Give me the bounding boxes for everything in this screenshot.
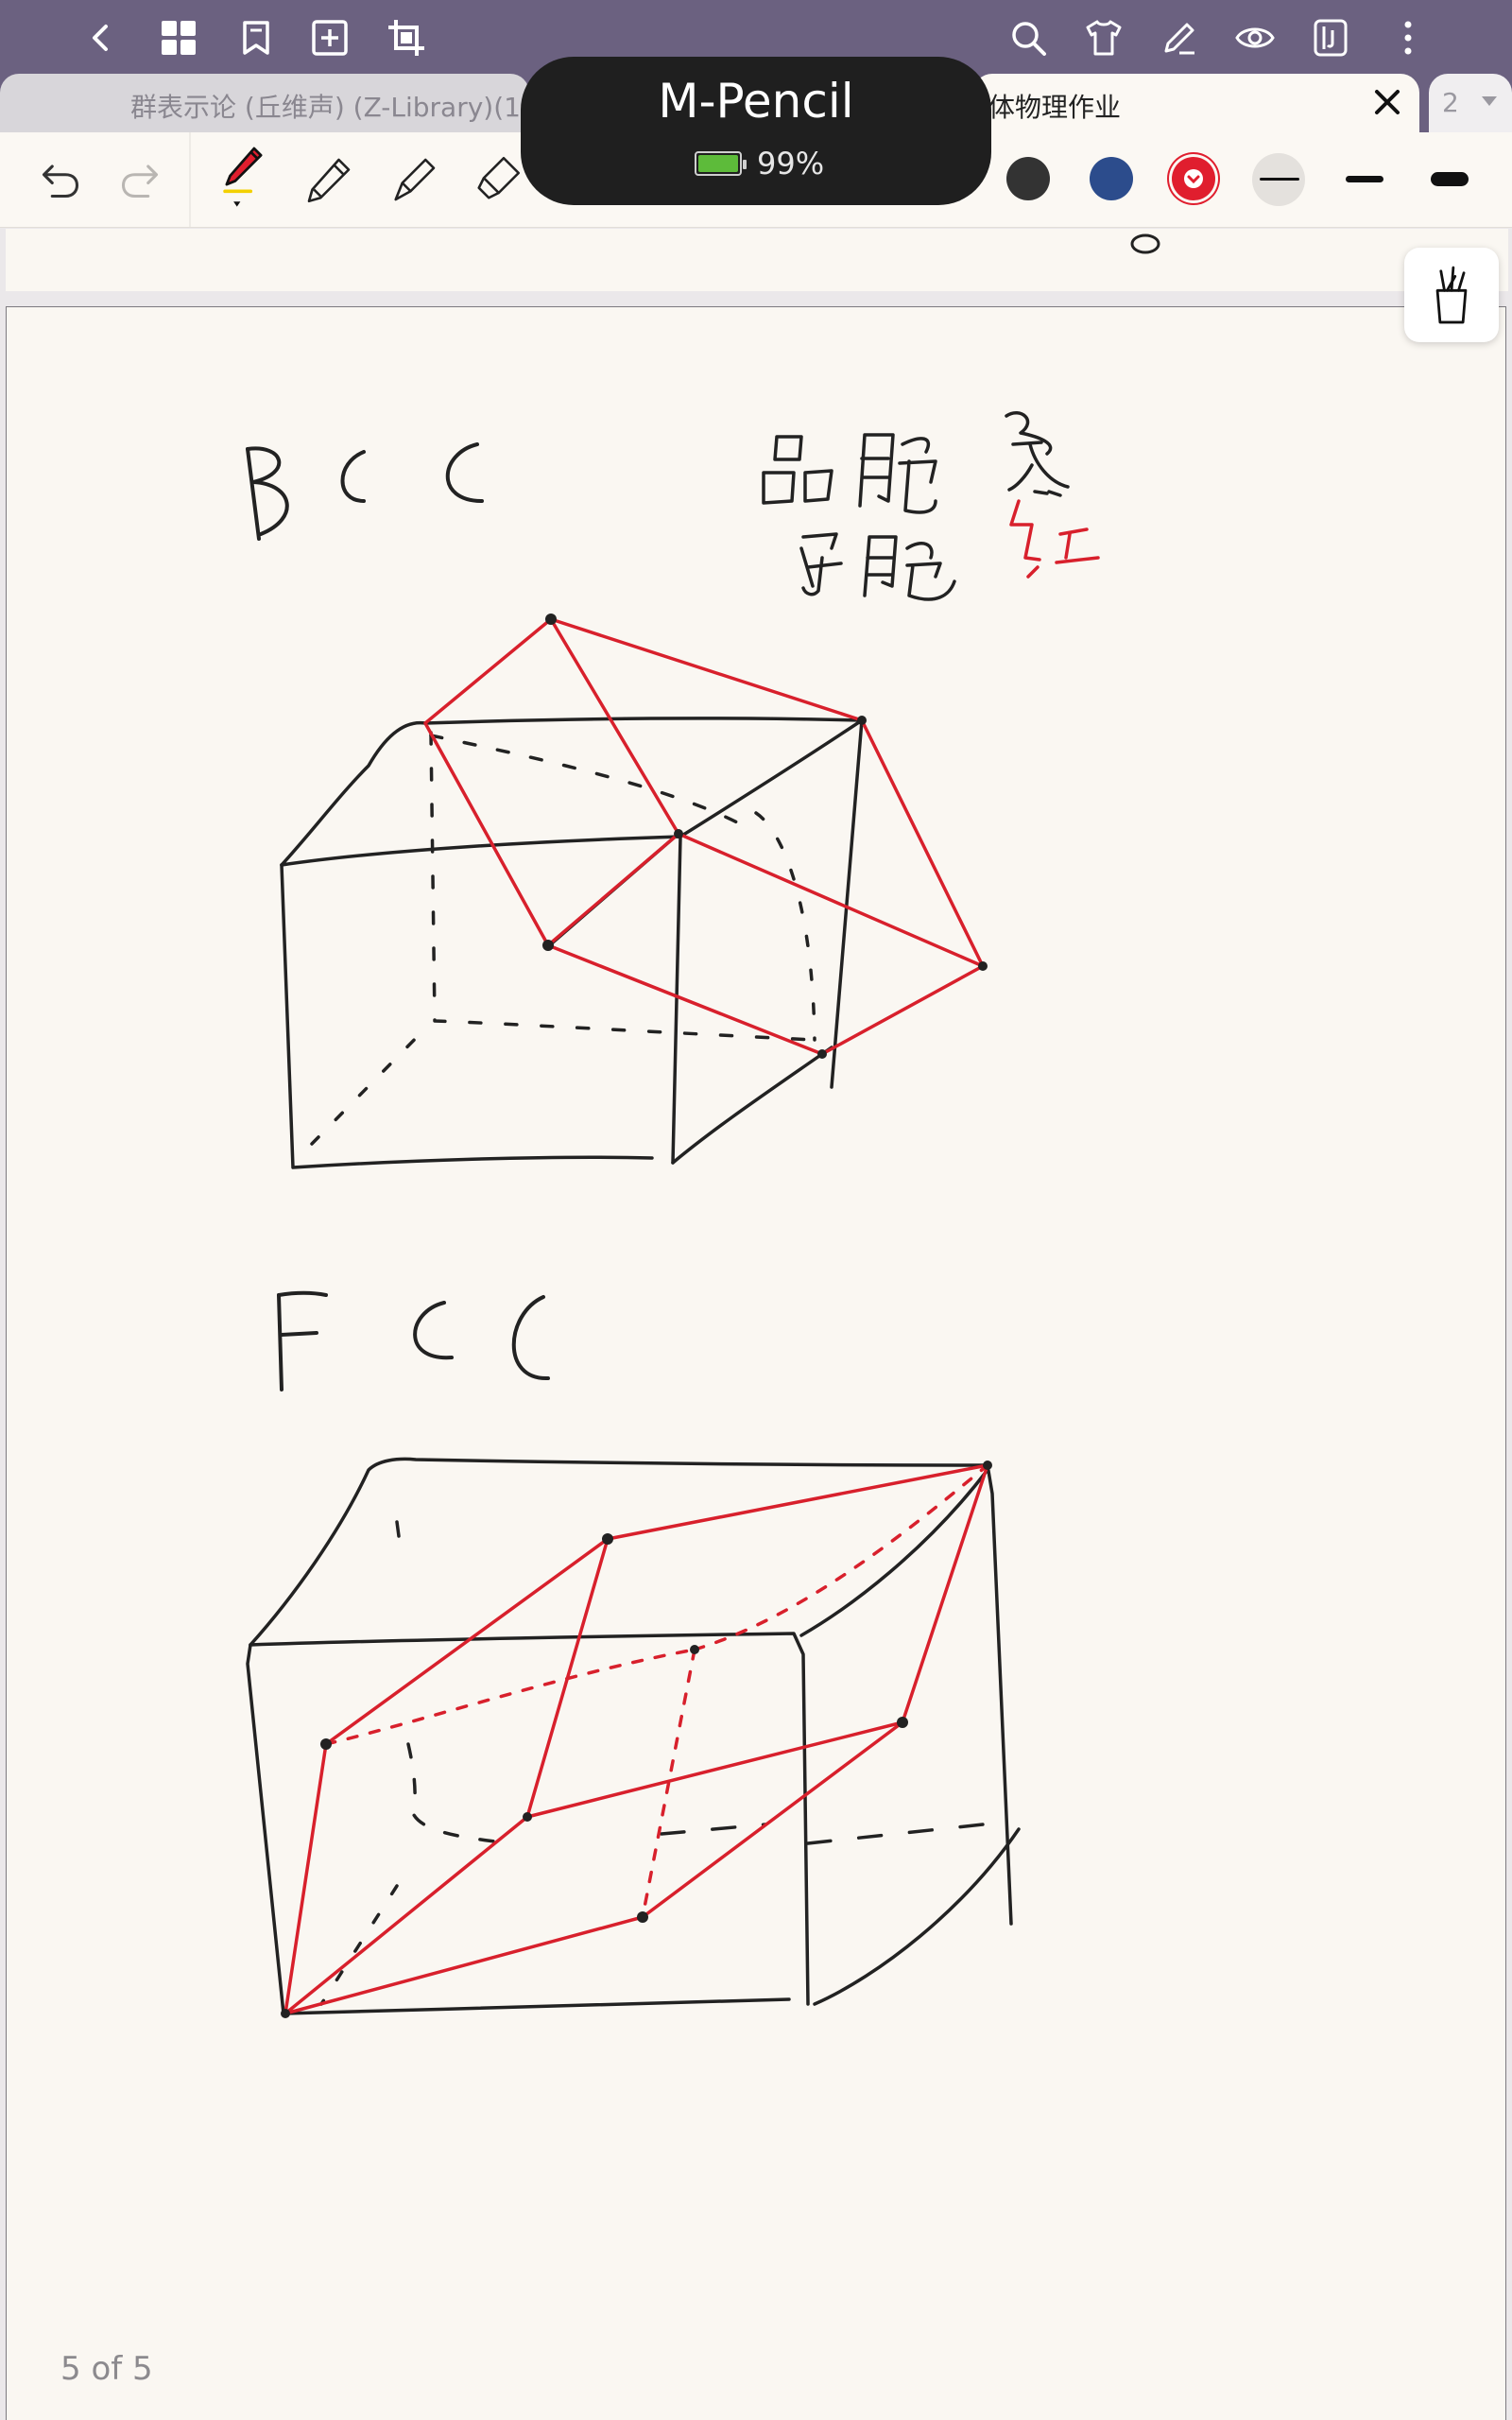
tab-label: 体物理作业 bbox=[988, 92, 1122, 123]
color-red-selected[interactable] bbox=[1172, 157, 1215, 200]
battery-icon bbox=[695, 151, 747, 176]
note-page[interactable] bbox=[6, 306, 1506, 2420]
stroke-thin bbox=[1260, 178, 1299, 181]
undo-icon[interactable] bbox=[30, 149, 91, 210]
fountain-pen-tool[interactable] bbox=[384, 149, 444, 210]
highlighter-tool[interactable] bbox=[467, 149, 527, 210]
page-indicator: 5 of 5 bbox=[60, 2350, 153, 2388]
color-blue[interactable] bbox=[1090, 157, 1133, 200]
stroke-thick[interactable] bbox=[1431, 172, 1469, 186]
shirt-icon[interactable] bbox=[1079, 13, 1128, 62]
notebook-icon[interactable] bbox=[1306, 13, 1355, 62]
pencil-tool[interactable] bbox=[299, 149, 359, 210]
device-name: M-Pencil bbox=[658, 74, 854, 129]
pencil-status-overlay: M-Pencil 99% bbox=[521, 57, 991, 205]
color-black[interactable] bbox=[1006, 157, 1050, 200]
page-gap bbox=[0, 291, 1512, 306]
pen-holder-button[interactable] bbox=[1404, 248, 1499, 342]
stroke-medium[interactable] bbox=[1346, 176, 1383, 182]
eye-icon[interactable] bbox=[1230, 13, 1280, 62]
crop-icon[interactable] bbox=[382, 13, 431, 62]
grid-icon[interactable] bbox=[154, 13, 203, 62]
close-icon[interactable] bbox=[1366, 81, 1408, 123]
tab-group-representation[interactable]: 群表示论 (丘维声) (Z-Library)(1 bbox=[0, 74, 529, 132]
tab-count[interactable]: 2 bbox=[1429, 74, 1512, 132]
bookmark-icon[interactable] bbox=[232, 13, 281, 62]
tab-label: 群表示论 (丘维声) (Z-Library)(1 bbox=[130, 92, 521, 123]
battery-percent: 99% bbox=[757, 146, 825, 182]
pen-edit-icon[interactable] bbox=[1155, 13, 1204, 62]
pen-tool[interactable] bbox=[214, 146, 274, 207]
add-page-icon[interactable] bbox=[305, 13, 354, 62]
tab-count-label: 2 bbox=[1442, 87, 1459, 118]
chevron-down-icon bbox=[1482, 96, 1497, 106]
more-icon[interactable] bbox=[1383, 13, 1433, 62]
toolbar-divider bbox=[189, 132, 191, 227]
redo-icon[interactable] bbox=[110, 149, 170, 210]
search-icon[interactable] bbox=[1004, 13, 1053, 62]
back-icon[interactable] bbox=[77, 13, 127, 62]
pen-cup-icon bbox=[1435, 266, 1468, 324]
previous-page-strip bbox=[6, 229, 1508, 291]
tab-physics-homework[interactable]: 体物理作业 bbox=[973, 74, 1419, 132]
